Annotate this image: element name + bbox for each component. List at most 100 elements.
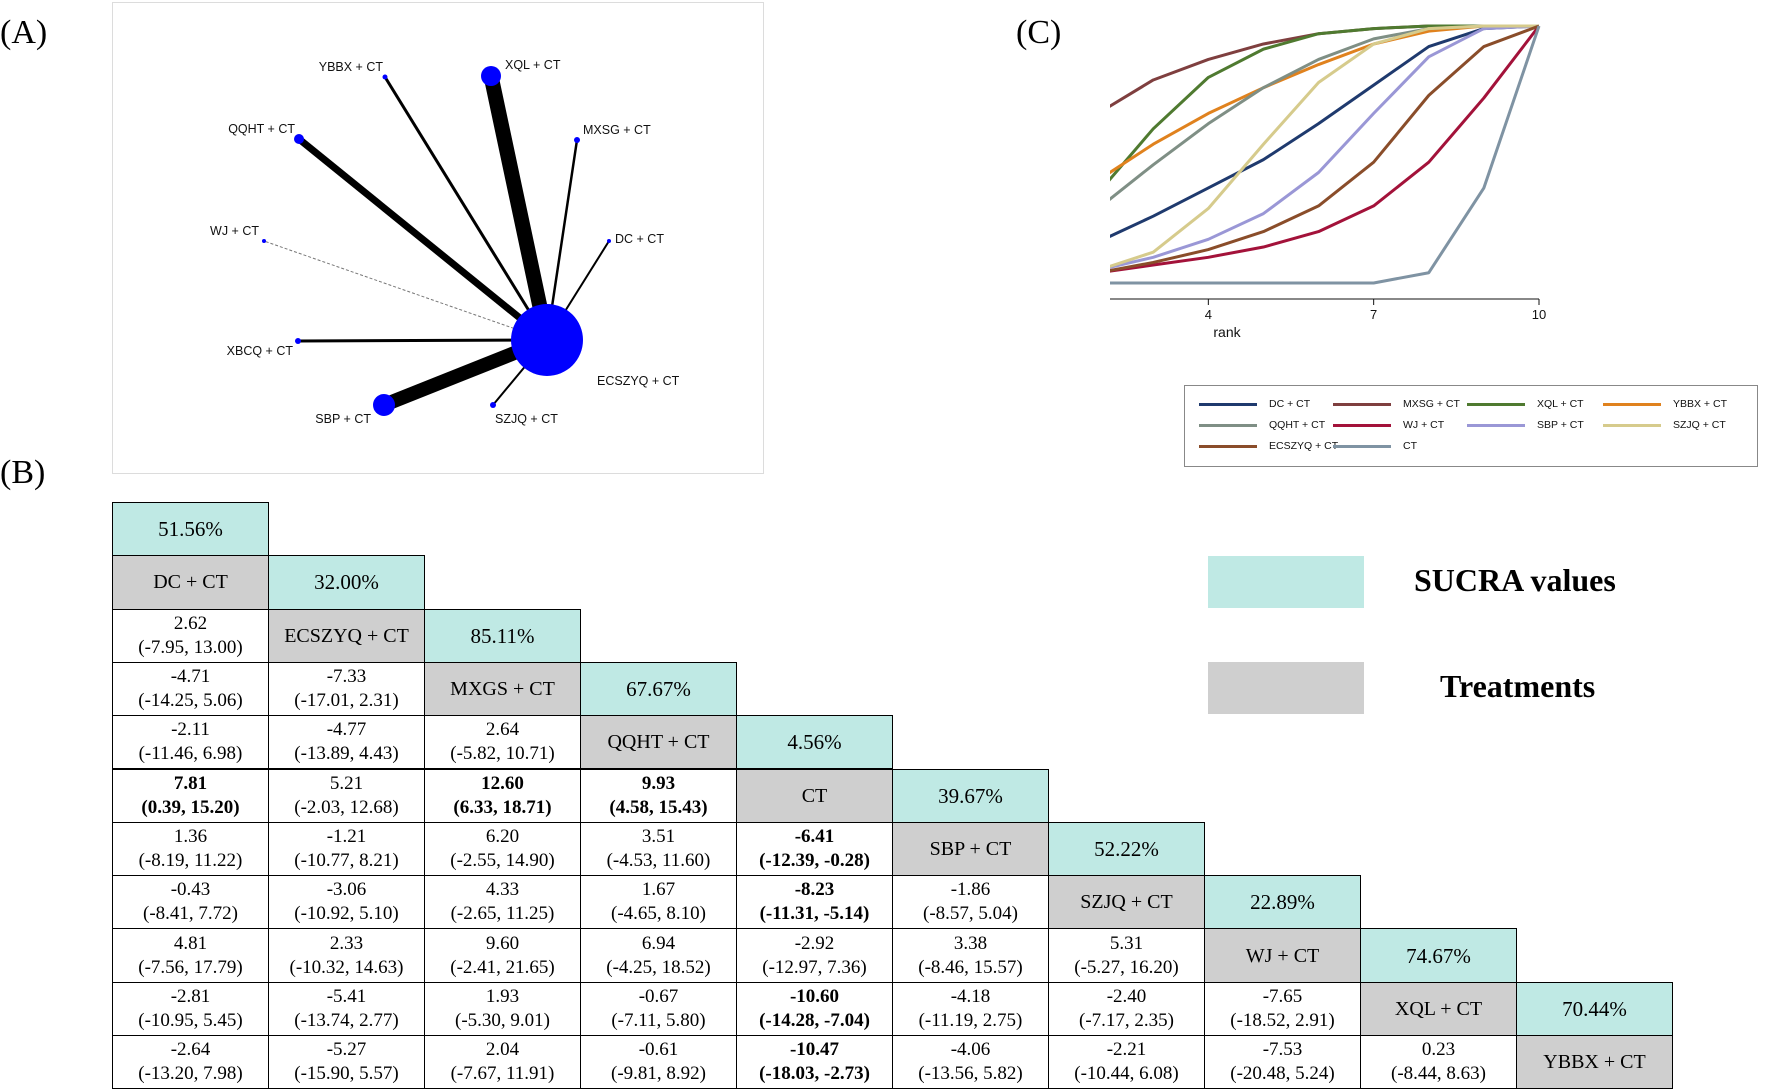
confidence-interval: (-14.25, 5.06) (138, 690, 243, 712)
legend-label: MXSG + CT (1403, 398, 1460, 410)
effect-estimate: -5.27 (326, 1039, 367, 1061)
network-node-label: WJ + CT (210, 224, 259, 238)
confidence-interval: (-10.32, 14.63) (289, 956, 404, 978)
comparison-cell: 9.60 (-2.41, 21.65) (424, 928, 581, 983)
network-plot: ECSZYQ + CT XQL + CT YBBX + CT QQHT + CT MXS… (112, 2, 764, 474)
network-node (373, 394, 395, 416)
comparison-cell: -4.18 (-11.19, 2.75) (892, 981, 1049, 1036)
network-edge (383, 76, 549, 341)
confidence-interval: (-7.56, 17.79) (138, 956, 243, 978)
confidence-interval: (-8.19, 11.22) (138, 849, 243, 871)
confidence-interval: (-2.03, 12.68) (294, 796, 399, 818)
network-node-label: MXSG + CT (583, 123, 651, 137)
sucra-cell: 67.67% (580, 661, 737, 717)
effect-estimate: 3.51 (641, 825, 676, 847)
legend-item: CT (1333, 436, 1417, 456)
confidence-interval: (-11.31, -5.14) (759, 903, 870, 925)
network-node (295, 338, 301, 344)
legend-label: QQHT + CT (1269, 419, 1326, 431)
legend-label: SZJQ + CT (1673, 419, 1726, 431)
effect-estimate: 5.21 (329, 772, 364, 794)
effect-estimate: 1.36 (173, 825, 208, 847)
network-node-label: XQL + CT (505, 58, 561, 72)
comparison-cell: -2.21 (-10.44, 6.08) (1048, 1035, 1205, 1089)
treatment-cell: CT (736, 768, 893, 823)
series-line (1043, 25, 1541, 285)
confidence-interval: (6.33, 18.71) (453, 796, 552, 818)
series-line (1042, 24, 1540, 280)
x-tick-label: 10 (1532, 307, 1546, 322)
confidence-interval: (-12.97, 7.36) (762, 956, 867, 978)
effect-estimate: 2.04 (485, 1039, 520, 1061)
effect-estimate: -2.81 (170, 985, 211, 1007)
sucra-key-swatch (1208, 556, 1364, 608)
comparison-cell: -0.61 (-9.81, 8.92) (580, 1035, 737, 1089)
effect-estimate: 1.67 (641, 879, 676, 901)
confidence-interval: (-5.27, 16.20) (1074, 956, 1179, 978)
effect-estimate: -6.41 (794, 825, 835, 847)
confidence-interval: (-18.52, 2.91) (1230, 1009, 1335, 1031)
network-node-label: ECSZYQ + CT (597, 374, 680, 388)
comparison-cell: 7.81 (0.39, 15.20) (112, 768, 269, 823)
confidence-interval: (-17.01, 2.31) (294, 690, 399, 712)
legend-label: CT (1403, 440, 1417, 452)
x-axis-title: rank (1213, 324, 1241, 340)
treatment-cell: QQHT + CT (580, 715, 737, 770)
comparison-cell: -7.53 (-20.48, 5.24) (1204, 1035, 1361, 1089)
legend-swatch (1603, 423, 1661, 427)
comparison-cell: 5.21 (-2.03, 12.68) (268, 768, 425, 823)
comparison-cell: -2.11 (-11.46, 6.98) (112, 715, 269, 770)
effect-estimate: 4.33 (485, 879, 520, 901)
effect-estimate: -4.06 (950, 1039, 991, 1061)
comparison-cell: 1.36 (-8.19, 11.22) (112, 821, 269, 877)
legend-item: SZJQ + CT (1603, 415, 1726, 435)
network-node (382, 74, 388, 80)
effect-estimate: 9.60 (485, 932, 520, 954)
confidence-interval: (-2.55, 14.90) (450, 849, 555, 871)
network-edge (483, 74, 555, 342)
legend-item: YBBX + CT (1603, 394, 1727, 414)
effect-estimate: 2.33 (329, 932, 364, 954)
comparison-cell: -1.86 (-8.57, 5.04) (892, 875, 1049, 930)
confidence-interval: (-8.41, 7.72) (143, 903, 238, 925)
sucra-cell: 52.22% (1048, 821, 1205, 877)
comparison-cell: 2.04 (-7.67, 11.91) (424, 1035, 581, 1089)
legend-swatch (1199, 444, 1257, 448)
comparison-cell: 1.93 (-5.30, 9.01) (424, 981, 581, 1036)
effect-estimate: 1.93 (485, 985, 520, 1007)
legend-item: XQL + CT (1467, 394, 1584, 414)
legend-label: SBP + CT (1537, 419, 1584, 431)
effect-estimate: -2.21 (1106, 1039, 1147, 1061)
confidence-interval: (-10.95, 5.45) (138, 1009, 243, 1031)
network-node (294, 134, 304, 144)
treatment-cell: DC + CT (112, 555, 269, 610)
confidence-interval: (-4.65, 8.10) (611, 903, 706, 925)
legend-item: QQHT + CT (1199, 415, 1325, 435)
network-node-label: YBBX + CT (319, 60, 384, 74)
comparison-cell: 6.94 (-4.25, 18.52) (580, 928, 737, 983)
treatments-key-swatch (1208, 662, 1364, 714)
comparison-cell: -1.21 (-10.77, 8.21) (268, 821, 425, 877)
legend-item: ECSZYQ + CT (1199, 436, 1338, 456)
network-node (574, 137, 580, 143)
confidence-interval: (-8.46, 15.57) (918, 956, 1023, 978)
legend-swatch (1467, 402, 1525, 406)
effect-estimate: 2.64 (485, 719, 520, 741)
network-edge (263, 240, 548, 341)
comparison-cell: -6.41 (-12.39, -0.28) (736, 821, 893, 877)
comparison-cell: 4.81 (-7.56, 17.79) (112, 928, 269, 983)
series-line (1041, 24, 1539, 169)
effect-estimate: -2.92 (794, 932, 835, 954)
sucra-key-label: SUCRA values (1414, 562, 1616, 598)
comparison-cell: -10.60 (-14.28, -7.04) (736, 981, 893, 1036)
comparison-cell: -2.81 (-10.95, 5.45) (112, 981, 269, 1036)
treatment-cell: XQL + CT (1360, 981, 1517, 1036)
confidence-interval: (-7.11, 5.80) (611, 1009, 706, 1031)
legend-label: DC + CT (1269, 398, 1311, 410)
effect-estimate: -0.61 (638, 1039, 679, 1061)
legend-swatch (1199, 402, 1257, 406)
confidence-interval: (-15.90, 5.57) (294, 1063, 399, 1085)
series-line (1042, 24, 1539, 282)
comparison-cell: 4.33 (-2.65, 11.25) (424, 875, 581, 930)
comparison-cell: 12.60 (6.33, 18.71) (424, 768, 581, 823)
